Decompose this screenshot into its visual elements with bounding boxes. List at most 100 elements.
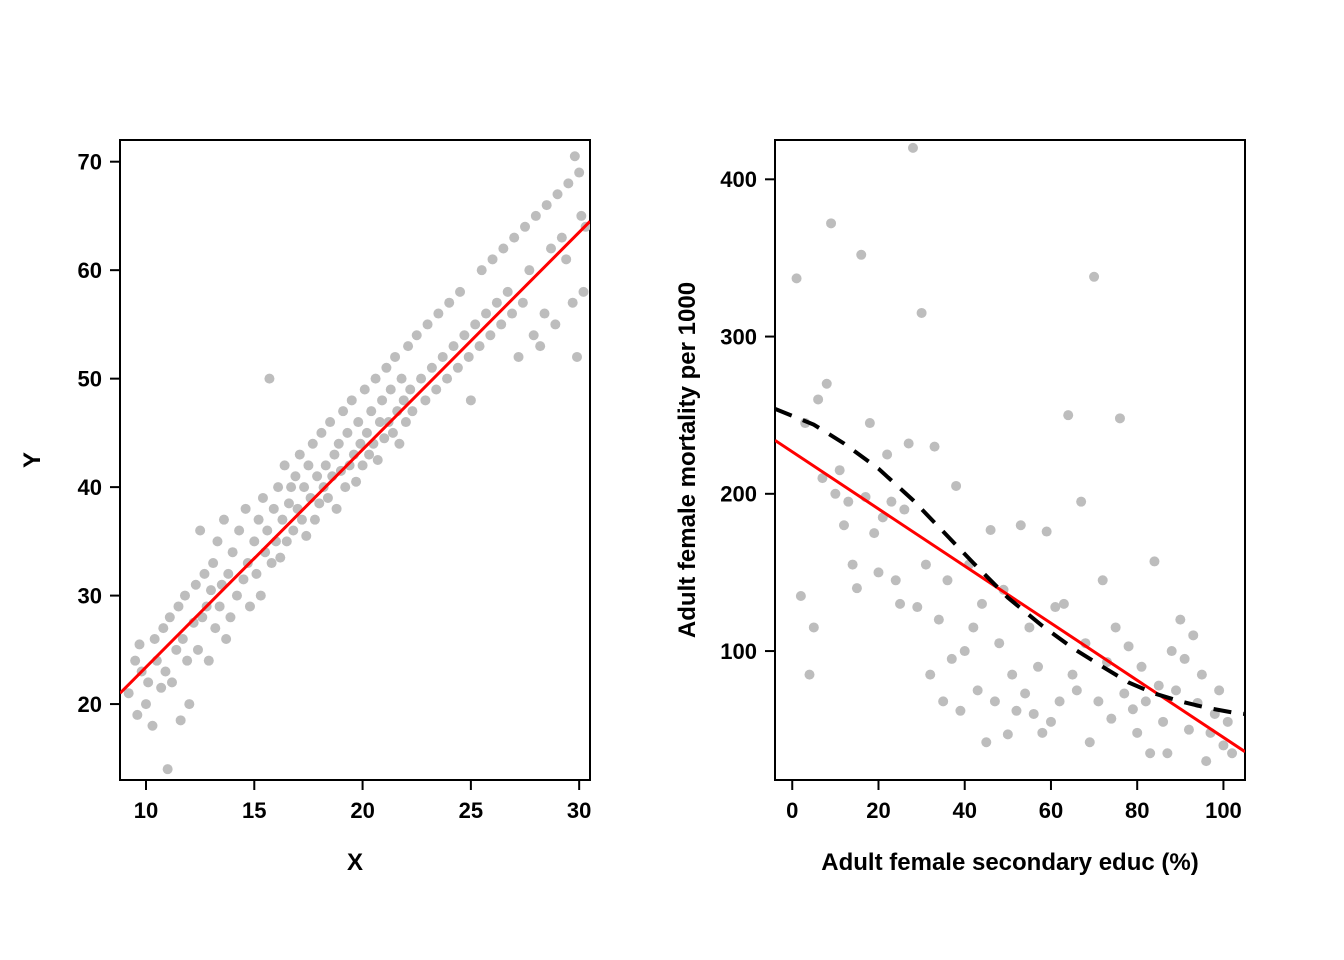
data-point xyxy=(865,418,875,428)
data-point xyxy=(373,455,383,465)
data-point xyxy=(466,395,476,405)
data-point xyxy=(280,460,290,470)
data-point xyxy=(520,222,530,232)
data-point xyxy=(509,233,519,243)
data-point xyxy=(1085,737,1095,747)
data-point xyxy=(830,489,840,499)
data-point xyxy=(134,639,144,649)
data-point xyxy=(839,520,849,530)
data-point xyxy=(822,379,832,389)
data-point xyxy=(258,493,268,503)
y-tick-label: 20 xyxy=(78,692,102,717)
data-point xyxy=(176,715,186,725)
data-point xyxy=(132,710,142,720)
data-point xyxy=(1089,272,1099,282)
x-tick-label: 10 xyxy=(134,798,158,823)
data-point xyxy=(171,645,181,655)
data-point xyxy=(869,528,879,538)
data-point xyxy=(942,575,952,585)
data-point xyxy=(251,569,261,579)
data-point xyxy=(563,178,573,188)
data-point xyxy=(312,471,322,481)
data-point xyxy=(1106,714,1116,724)
data-point xyxy=(453,363,463,373)
data-point xyxy=(485,330,495,340)
data-point xyxy=(377,395,387,405)
left_chart-box xyxy=(120,140,590,780)
data-point xyxy=(397,374,407,384)
data-point xyxy=(1098,575,1108,585)
data-point xyxy=(1042,527,1052,537)
data-point xyxy=(1171,685,1181,695)
data-point xyxy=(308,439,318,449)
data-point xyxy=(1024,622,1034,632)
data-point xyxy=(899,505,909,515)
data-point xyxy=(180,591,190,601)
data-point xyxy=(1184,725,1194,735)
data-point xyxy=(535,341,545,351)
data-point xyxy=(286,482,296,492)
chart-svg: 1015202530203040506070XY0204060801001002… xyxy=(0,0,1344,960)
data-point xyxy=(848,560,858,570)
data-point xyxy=(955,706,965,716)
data-point xyxy=(1093,696,1103,706)
data-point xyxy=(303,460,313,470)
data-point xyxy=(210,623,220,633)
data-point xyxy=(1037,728,1047,738)
data-point xyxy=(325,417,335,427)
data-point xyxy=(193,645,203,655)
data-point xyxy=(332,504,342,514)
y-tick-label: 300 xyxy=(720,324,757,349)
data-point xyxy=(826,218,836,228)
data-point xyxy=(375,417,385,427)
data-point xyxy=(416,374,426,384)
data-point xyxy=(1063,410,1073,420)
left_chart-regression-line xyxy=(120,221,590,693)
data-point xyxy=(1188,630,1198,640)
data-point xyxy=(994,638,1004,648)
data-point xyxy=(977,599,987,609)
data-point xyxy=(1141,696,1151,706)
data-point xyxy=(390,352,400,362)
data-point xyxy=(1145,748,1155,758)
data-point xyxy=(1011,706,1021,716)
data-point xyxy=(431,384,441,394)
data-point xyxy=(540,309,550,319)
data-point xyxy=(561,254,571,264)
data-point xyxy=(891,575,901,585)
data-point xyxy=(438,352,448,362)
data-point xyxy=(206,585,216,595)
data-point xyxy=(256,591,266,601)
data-point xyxy=(835,465,845,475)
data-point xyxy=(1227,748,1237,758)
y-tick-label: 60 xyxy=(78,258,102,283)
data-point xyxy=(360,384,370,394)
data-point xyxy=(804,670,814,680)
data-point xyxy=(219,515,229,525)
data-point xyxy=(1076,497,1086,507)
data-point xyxy=(195,526,205,536)
data-point xyxy=(912,602,922,612)
data-point xyxy=(568,298,578,308)
left_chart-ylabel: Y xyxy=(19,452,46,468)
y-tick-label: 50 xyxy=(78,366,102,391)
data-point xyxy=(362,428,372,438)
data-point xyxy=(546,243,556,253)
left_chart-xlabel: X xyxy=(347,849,363,876)
data-point xyxy=(1214,685,1224,695)
data-point xyxy=(951,481,961,491)
data-point xyxy=(1046,717,1056,727)
data-point xyxy=(403,341,413,351)
data-point xyxy=(464,352,474,362)
data-point xyxy=(1128,704,1138,714)
data-point xyxy=(228,547,238,557)
data-point xyxy=(1167,646,1177,656)
data-point xyxy=(371,374,381,384)
data-point xyxy=(388,428,398,438)
data-point xyxy=(873,567,883,577)
data-point xyxy=(809,622,819,632)
data-point xyxy=(960,646,970,656)
y-tick-label: 400 xyxy=(720,167,757,192)
data-point xyxy=(917,308,927,318)
data-point xyxy=(973,685,983,695)
